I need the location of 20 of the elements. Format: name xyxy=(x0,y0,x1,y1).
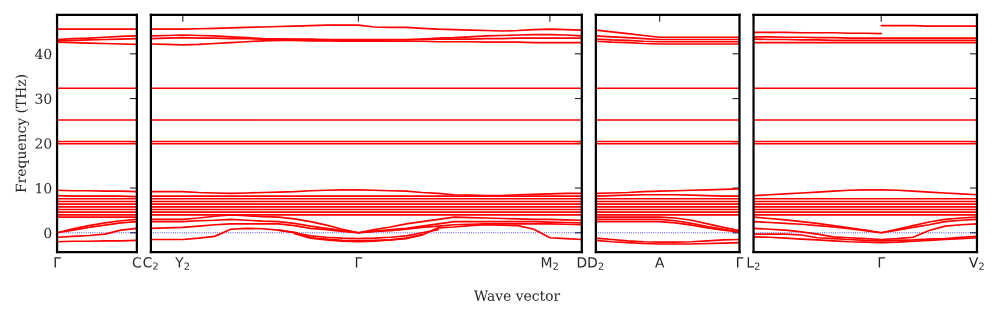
y-tick-label: 40 xyxy=(34,48,52,60)
y-axis-title: Frequency (THz) xyxy=(15,75,29,193)
x-tick-label: C xyxy=(132,257,141,268)
x-tick-label: Γ xyxy=(736,257,744,268)
y-tick-label: 10 xyxy=(36,183,52,194)
x-tick-label: M$_{2}$ xyxy=(541,257,558,270)
x-tick-label: L$_{2}$ xyxy=(747,257,760,270)
y-tick-label: 30 xyxy=(35,93,52,105)
x-tick-label: C$_{2}$ xyxy=(143,257,158,270)
x-tick-label: D$_{2}$ xyxy=(588,257,604,270)
x-tick-label: D xyxy=(577,257,587,268)
y-tick-label: 20 xyxy=(35,138,52,149)
x-tick-label: Y$_{2}$ xyxy=(175,257,190,270)
x-axis-title: Wave vector xyxy=(473,290,561,301)
x-tick-label: V$_{2}$ xyxy=(968,257,984,270)
x-tick-label: Γ xyxy=(355,257,363,268)
x-tick-label: A xyxy=(655,257,665,268)
x-tick-label: Γ xyxy=(878,257,886,268)
y-tick-label: 0 xyxy=(44,227,52,239)
x-tick-label: Γ xyxy=(54,257,61,268)
